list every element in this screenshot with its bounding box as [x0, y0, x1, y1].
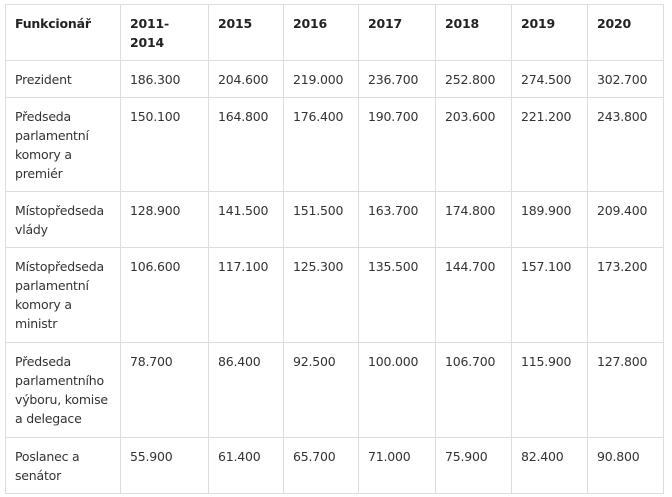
table-cell: 115.900 [511, 342, 588, 438]
table-cell: 100.000 [358, 342, 436, 438]
table-cell: 135.500 [358, 247, 436, 343]
table-cell: 157.100 [511, 247, 588, 343]
table-cell: 176.400 [283, 97, 359, 192]
table-cell: 174.800 [435, 191, 512, 248]
table-cell: 274.500 [511, 60, 588, 98]
column-header-2016: 2016 [283, 4, 359, 61]
table-cell: 173.200 [587, 247, 664, 343]
table-cell: 219.000 [283, 60, 359, 98]
table-cell: 144.700 [435, 247, 512, 343]
table-cell: 71.000 [358, 437, 436, 494]
column-header-2019: 2019 [511, 4, 588, 61]
column-header-2020: 2020 [587, 4, 664, 61]
table-cell: 106.700 [435, 342, 512, 438]
table-cell: 221.200 [511, 97, 588, 192]
table-cell: 125.300 [283, 247, 359, 343]
table-cell: 204.600 [208, 60, 284, 98]
table-cell: 243.800 [587, 97, 664, 192]
table-row: Poslanec a senátor 55.900 61.400 65.700 … [5, 437, 664, 494]
table-cell: 252.800 [435, 60, 512, 98]
table-cell: 117.100 [208, 247, 284, 343]
table-cell: 164.800 [208, 97, 284, 192]
table-row: Prezident 186.300 204.600 219.000 236.70… [5, 60, 664, 98]
table-cell: 151.500 [283, 191, 359, 248]
row-label: Místopředseda parlamentní komory a minis… [5, 247, 121, 343]
table-row: Místopředseda vlády 128.900 141.500 151.… [5, 191, 664, 248]
table-cell: 209.400 [587, 191, 664, 248]
column-header-2018: 2018 [435, 4, 512, 61]
row-label: Místopředseda vlády [5, 191, 121, 248]
table-cell: 189.900 [511, 191, 588, 248]
table-cell: 82.400 [511, 437, 588, 494]
table-cell: 86.400 [208, 342, 284, 438]
table-cell: 92.500 [283, 342, 359, 438]
row-label: Předseda parlamentního výboru, komise a … [5, 342, 121, 438]
salary-table: Funkcionář 2011- 2014 2015 2016 2017 2018… [5, 4, 664, 494]
table-cell: 127.800 [587, 342, 664, 438]
table-cell: 55.900 [120, 437, 209, 494]
table-row: Předseda parlamentního výboru, komise a … [5, 342, 664, 438]
column-header-2017: 2017 [358, 4, 436, 61]
table-cell: 61.400 [208, 437, 284, 494]
table-cell: 141.500 [208, 191, 284, 248]
table-cell: 90.800 [587, 437, 664, 494]
table-cell: 75.900 [435, 437, 512, 494]
table-row: Místopředseda parlamentní komory a minis… [5, 247, 664, 343]
column-header-official: Funkcionář [5, 4, 121, 61]
row-label: Prezident [5, 60, 121, 98]
table-cell: 163.700 [358, 191, 436, 248]
table-cell: 150.100 [120, 97, 209, 192]
row-label: Předseda parlamentní komory a premiér [5, 97, 121, 192]
table-cell: 106.600 [120, 247, 209, 343]
table-cell: 186.300 [120, 60, 209, 98]
table-cell: 190.700 [358, 97, 436, 192]
table-cell: 236.700 [358, 60, 436, 98]
table-cell: 128.900 [120, 191, 209, 248]
table-cell: 203.600 [435, 97, 512, 192]
table-header-row: Funkcionář 2011- 2014 2015 2016 2017 2018… [5, 4, 664, 61]
column-header-2011-2014: 2011- 2014 [120, 4, 209, 61]
table-cell: 78.700 [120, 342, 209, 438]
table-cell: 65.700 [283, 437, 359, 494]
column-header-2011-2014-label: 2011- 2014 [130, 16, 169, 50]
column-header-2015: 2015 [208, 4, 284, 61]
table-row: Předseda parlamentní komory a premiér 15… [5, 97, 664, 192]
row-label: Poslanec a senátor [5, 437, 121, 494]
table-cell: 302.700 [587, 60, 664, 98]
